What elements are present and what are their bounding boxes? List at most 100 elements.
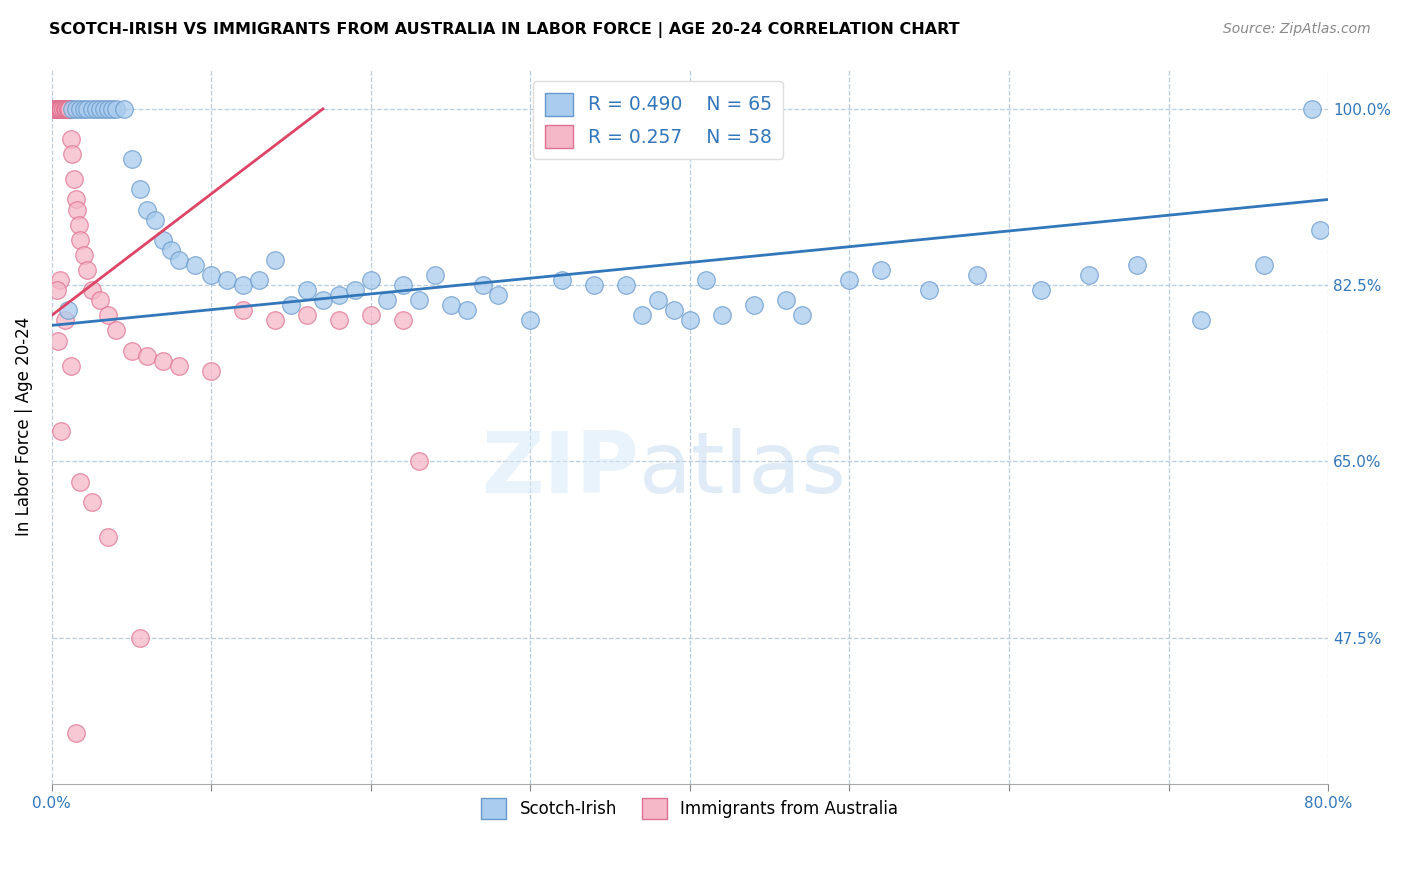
Point (312, 293, 335, 308)
Point (152, 233, 174, 247)
Point (184, 258, 207, 272)
Point (128, 631, 150, 645)
Point (53, 102, 76, 116)
Point (73, 102, 96, 116)
Point (97, 308, 120, 322)
Point (45, 102, 67, 116)
Point (232, 303, 254, 318)
Point (232, 278, 254, 293)
Point (264, 252, 287, 267)
Point (408, 454, 430, 468)
Point (48, 102, 70, 116)
Point (152, 353, 174, 368)
Point (471, 278, 494, 293)
Point (42, 102, 65, 116)
Point (136, 202, 159, 217)
Point (710, 308, 733, 322)
Point (48, 273, 70, 287)
Point (59, 132, 82, 146)
Point (247, 273, 270, 287)
Y-axis label: In Labor Force | Age 20-24: In Labor Force | Age 20-24 (15, 317, 32, 536)
Text: Source: ZipAtlas.com: Source: ZipAtlas.com (1223, 22, 1371, 37)
Point (1077, 268, 1099, 282)
Point (870, 263, 893, 277)
Point (63, 172, 86, 186)
Point (86, 102, 108, 116)
Point (53, 102, 76, 116)
Point (80, 283, 103, 297)
Point (1253, 258, 1275, 272)
Point (45, 283, 67, 297)
Point (121, 152, 143, 166)
Point (128, 182, 150, 196)
Point (264, 313, 287, 327)
Point (59, 359, 82, 373)
Point (169, 359, 191, 373)
Point (375, 293, 398, 308)
Point (52, 102, 75, 116)
Point (295, 283, 318, 297)
Point (1125, 258, 1147, 272)
Point (966, 268, 988, 282)
Point (73, 248, 96, 262)
Point (583, 278, 606, 293)
Point (58, 102, 80, 116)
Point (69, 102, 91, 116)
Point (217, 273, 239, 287)
Point (56, 102, 79, 116)
Point (647, 293, 669, 308)
Point (200, 268, 222, 282)
Point (53, 313, 76, 327)
Text: ZIP: ZIP (481, 427, 638, 510)
Point (51, 102, 73, 116)
Point (1301, 102, 1323, 116)
Point (44, 102, 66, 116)
Point (145, 212, 167, 227)
Point (328, 313, 350, 327)
Point (62, 102, 84, 116)
Point (614, 278, 637, 293)
Point (488, 288, 510, 302)
Point (97, 102, 120, 116)
Point (104, 102, 127, 116)
Point (97, 530, 120, 544)
Point (1029, 283, 1052, 297)
Point (76, 263, 98, 277)
Point (160, 243, 183, 257)
Point (89, 293, 111, 308)
Point (408, 293, 430, 308)
Point (44, 102, 66, 116)
Point (112, 102, 135, 116)
Point (93, 102, 115, 116)
Point (76, 102, 98, 116)
Point (136, 349, 159, 363)
Point (46, 102, 69, 116)
Point (1309, 223, 1331, 237)
Point (56, 102, 79, 116)
Point (55, 102, 77, 116)
Point (62, 147, 84, 161)
Point (46, 102, 69, 116)
Point (631, 308, 654, 322)
Point (104, 323, 127, 337)
Point (519, 313, 541, 327)
Point (51, 102, 73, 116)
Point (360, 273, 382, 287)
Point (69, 475, 91, 489)
Point (121, 343, 143, 358)
Point (65, 193, 87, 207)
Point (695, 273, 717, 287)
Point (52, 102, 75, 116)
Text: SCOTCH-IRISH VS IMMIGRANTS FROM AUSTRALIA IN LABOR FORCE | AGE 20-24 CORRELATION: SCOTCH-IRISH VS IMMIGRANTS FROM AUSTRALI… (49, 22, 960, 38)
Point (456, 303, 478, 318)
Point (58, 102, 80, 116)
Point (280, 298, 302, 312)
Point (838, 273, 860, 287)
Point (423, 268, 446, 282)
Point (742, 298, 765, 312)
Point (56, 303, 79, 318)
Text: atlas: atlas (638, 427, 846, 510)
Point (66, 202, 89, 217)
Point (1189, 313, 1212, 327)
Point (200, 364, 222, 378)
